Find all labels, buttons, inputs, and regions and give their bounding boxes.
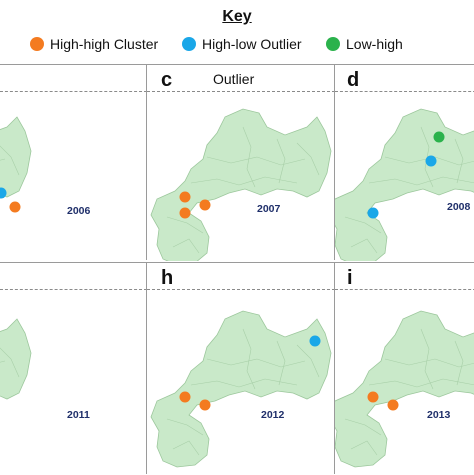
panel-letter: d [347,69,360,91]
legend-label: High-high Cluster [50,36,159,52]
region-map [0,318,32,400]
region-shape [150,108,332,261]
region-map [0,116,32,213]
district-boundary [296,344,320,378]
panel-year-label: 2012 [261,409,285,421]
district-boundary [344,418,382,436]
panel-year-label: 2011 [67,409,90,421]
green-circle-icon [326,37,340,51]
district-boundary [190,378,298,388]
panel-dashed-rule [0,289,147,290]
panel-dashed-rule [335,91,474,92]
region-shape [335,108,474,261]
map-marker-high-high-cluster [179,191,191,203]
district-boundary [276,138,286,184]
map-marker-high-high-cluster [9,201,21,213]
legend: High-high Cluster High-low Outlier Low-h… [0,36,474,58]
panel-letter: c [161,69,173,91]
district-boundary [242,126,256,188]
panel-dashed-rule [335,289,474,290]
district-boundary [190,176,298,186]
district-boundary [172,440,200,456]
region-map [335,310,474,468]
panel-dashed-rule [147,289,335,290]
key-title: Key [222,8,252,25]
panel-year-label: 2006 [67,205,91,217]
panel-dashed-rule [0,91,147,92]
map-marker-high-low-outlier [425,155,437,167]
region-shape [0,116,32,198]
orange-circle-icon [30,37,44,51]
district-boundary [0,347,20,378]
legend-label: High-low Outlier [202,36,302,52]
region-map [150,310,332,468]
district-boundary [384,358,474,368]
legend-item-low-high: Low-high [326,36,403,52]
legend-item-high-low-outlier: High-low Outlier [182,36,302,52]
panel-title: Outlier [213,71,255,87]
map-marker-high-low-outlier [367,207,379,219]
map-marker-high-high-cluster [179,391,191,403]
panel-year-label: 2007 [257,203,281,215]
district-boundary [344,216,382,234]
map-marker-high-high-cluster [199,399,211,411]
region-shape [150,310,332,468]
panel-letter: i [347,267,353,289]
district-boundary [296,142,320,176]
map-marker-high-low-outlier [309,335,321,347]
district-boundary [368,176,474,186]
map-panel-g: 2011 [0,262,147,474]
region-map [150,108,332,261]
district-boundary [368,378,474,388]
district-boundary [172,238,200,254]
district-boundary [206,358,306,368]
district-boundary [350,440,378,456]
district-boundary [0,145,20,176]
district-boundary [242,328,256,390]
map-marker-high-high-cluster [199,199,211,211]
map-panel-i: i 2013 [334,262,474,474]
district-boundary [350,238,378,254]
region-shape [335,310,474,468]
district-boundary [206,156,306,166]
legend-item-high-high-cluster: High-high Cluster [30,36,158,52]
region-map [335,108,474,261]
map-panel-h: h 2012 [146,262,335,474]
map-marker-high-high-cluster [387,399,399,411]
map-marker-high-high-cluster [179,207,191,219]
map-marker-low-high [433,131,445,143]
region-shape [0,318,32,400]
district-boundary [454,138,464,184]
map-panel-d: d 2008 [334,64,474,261]
map-panel-b: 2006 [0,64,147,260]
district-boundary [276,340,286,386]
map-marker-high-high-cluster [367,391,379,403]
map-marker-high-low-outlier [0,187,7,199]
panel-dashed-rule [147,91,335,92]
district-boundary [454,340,464,386]
district-boundary [166,216,204,234]
district-boundary [166,418,204,436]
panel-letter: h [161,267,174,289]
district-boundary [420,328,434,390]
panel-year-label: 2013 [427,409,451,421]
legend-label: Low-high [346,36,403,52]
blue-circle-icon [182,37,196,51]
map-panel-c: c Outlier 2007 [146,64,335,261]
panel-year-label: 2008 [447,201,471,213]
district-boundary [384,156,474,166]
